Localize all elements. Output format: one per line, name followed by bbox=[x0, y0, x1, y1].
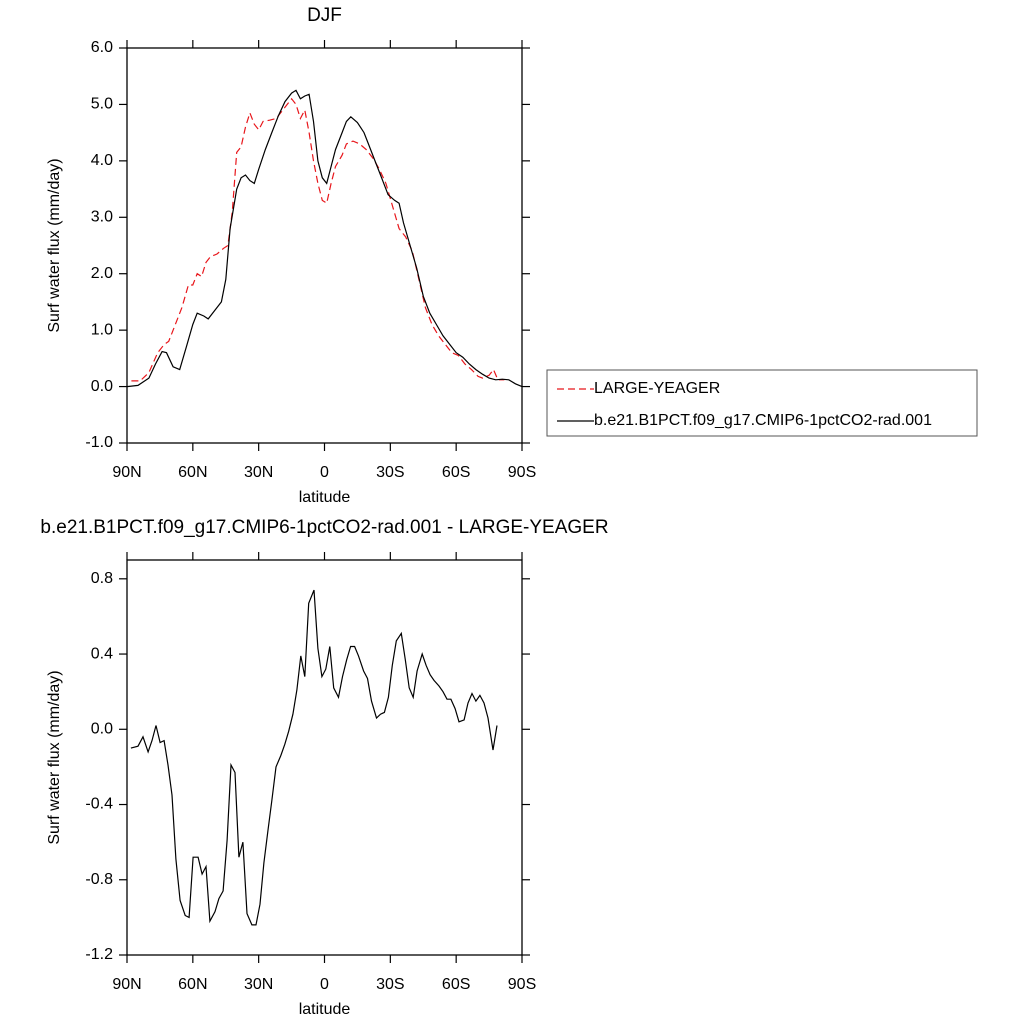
x-tick-label: 30S bbox=[376, 464, 404, 481]
y-tick-label: 5.0 bbox=[91, 96, 113, 113]
legend-box bbox=[546, 369, 978, 437]
y-tick-label: -0.8 bbox=[85, 871, 113, 888]
y-tick-label: 2.0 bbox=[91, 265, 113, 282]
y-axis-label: Surf water flux (mm/day) bbox=[46, 670, 63, 844]
x-tick-label: 30S bbox=[376, 976, 404, 993]
y-tick-label: -1.0 bbox=[85, 434, 113, 451]
y-tick-label: -1.2 bbox=[85, 946, 113, 963]
plot-frame bbox=[126, 559, 523, 956]
y-tick-label: 0.8 bbox=[91, 570, 113, 587]
x-axis-label: latitude bbox=[299, 1001, 351, 1018]
x-tick-label: 30N bbox=[244, 976, 273, 993]
x-axis-label: latitude bbox=[299, 489, 351, 506]
x-tick-label: 60N bbox=[178, 976, 207, 993]
data-line bbox=[130, 589, 498, 926]
chart-title: b.e21.B1PCT.f09_g17.CMIP6-1pctCO2-rad.00… bbox=[40, 517, 608, 538]
x-tick-label: 60S bbox=[442, 976, 470, 993]
x-tick-label: 60N bbox=[178, 464, 207, 481]
chart-title: DJF bbox=[307, 5, 342, 26]
x-tick-label: 30N bbox=[244, 464, 273, 481]
x-tick-label: 90N bbox=[112, 976, 141, 993]
y-tick-label: 4.0 bbox=[91, 152, 113, 169]
x-tick-label: 0 bbox=[320, 464, 329, 481]
x-tick-label: 60S bbox=[442, 464, 470, 481]
y-tick-label: 0.4 bbox=[91, 645, 113, 662]
y-tick-label: 6.0 bbox=[91, 39, 113, 56]
y-tick-label: 1.0 bbox=[91, 321, 113, 338]
y-tick-label: -0.4 bbox=[85, 796, 113, 813]
legend-label: LARGE-YEAGER bbox=[594, 380, 720, 397]
plot-frame bbox=[126, 47, 523, 444]
data-line bbox=[131, 97, 505, 382]
y-tick-label: 3.0 bbox=[91, 209, 113, 226]
plot: DJF -1.0 0.0 1.0 2.0 3.0 4.0 5.0 6.0 90N 60N 30N 0 30… bbox=[46, 5, 978, 506]
x-tick-label: 0 bbox=[320, 976, 329, 993]
x-tick-label: 90S bbox=[508, 464, 536, 481]
legend-label: b.e21.B1PCT.f09_g17.CMIP6-1pctCO2-rad.00… bbox=[594, 412, 932, 429]
y-tick-label: 0.0 bbox=[91, 378, 113, 395]
x-tick-label: 90S bbox=[508, 976, 536, 993]
y-axis-label: Surf water flux (mm/day) bbox=[46, 158, 63, 332]
x-tick-label: 90N bbox=[112, 464, 141, 481]
data-line bbox=[126, 89, 523, 388]
y-tick-label: 0.0 bbox=[91, 721, 113, 738]
plot: b.e21.B1PCT.f09_g17.CMIP6-1pctCO2-rad.00… bbox=[40, 517, 608, 1018]
